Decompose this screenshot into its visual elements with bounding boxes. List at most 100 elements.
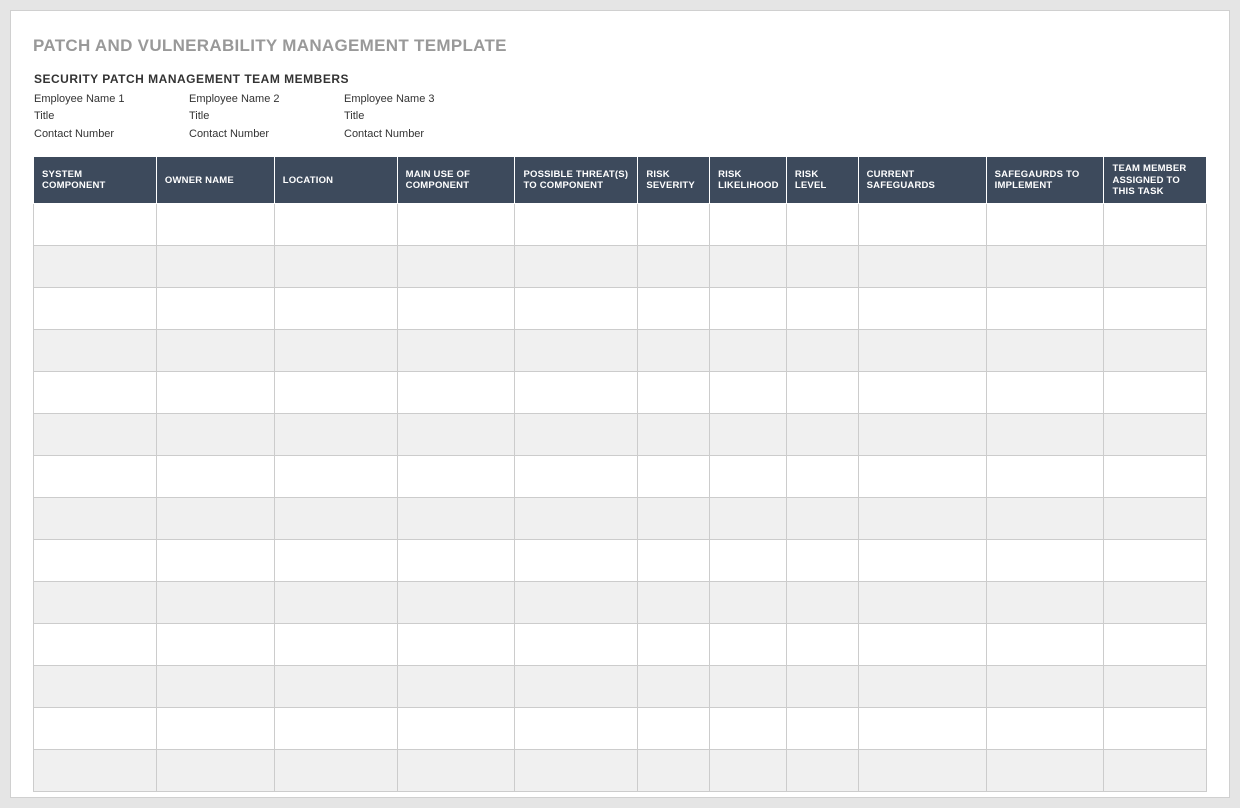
table-cell[interactable]	[274, 456, 397, 498]
table-cell[interactable]	[515, 666, 638, 708]
table-cell[interactable]	[710, 330, 787, 372]
table-cell[interactable]	[274, 372, 397, 414]
table-cell[interactable]	[397, 330, 515, 372]
table-cell[interactable]	[156, 456, 274, 498]
table-cell[interactable]	[515, 750, 638, 792]
table-cell[interactable]	[858, 498, 986, 540]
table-cell[interactable]	[638, 288, 710, 330]
table-cell[interactable]	[274, 666, 397, 708]
table-cell[interactable]	[156, 204, 274, 246]
table-cell[interactable]	[156, 288, 274, 330]
table-cell[interactable]	[397, 246, 515, 288]
table-cell[interactable]	[274, 750, 397, 792]
table-cell[interactable]	[638, 414, 710, 456]
table-cell[interactable]	[638, 372, 710, 414]
table-cell[interactable]	[986, 624, 1104, 666]
table-cell[interactable]	[638, 330, 710, 372]
table-cell[interactable]	[786, 498, 858, 540]
table-cell[interactable]	[34, 288, 157, 330]
table-cell[interactable]	[34, 414, 157, 456]
table-cell[interactable]	[638, 246, 710, 288]
table-cell[interactable]	[156, 246, 274, 288]
table-cell[interactable]	[274, 330, 397, 372]
table-cell[interactable]	[34, 582, 157, 624]
table-cell[interactable]	[786, 288, 858, 330]
table-cell[interactable]	[710, 288, 787, 330]
table-cell[interactable]	[274, 288, 397, 330]
table-cell[interactable]	[858, 582, 986, 624]
table-cell[interactable]	[710, 666, 787, 708]
table-cell[interactable]	[397, 414, 515, 456]
table-cell[interactable]	[274, 540, 397, 582]
table-cell[interactable]	[274, 624, 397, 666]
table-cell[interactable]	[786, 414, 858, 456]
table-cell[interactable]	[986, 246, 1104, 288]
table-cell[interactable]	[1104, 708, 1207, 750]
table-cell[interactable]	[34, 372, 157, 414]
table-cell[interactable]	[858, 288, 986, 330]
table-cell[interactable]	[156, 498, 274, 540]
table-cell[interactable]	[786, 666, 858, 708]
table-cell[interactable]	[1104, 330, 1207, 372]
table-cell[interactable]	[34, 498, 157, 540]
table-cell[interactable]	[858, 456, 986, 498]
table-cell[interactable]	[1104, 582, 1207, 624]
table-cell[interactable]	[858, 540, 986, 582]
table-cell[interactable]	[986, 372, 1104, 414]
table-cell[interactable]	[397, 498, 515, 540]
table-cell[interactable]	[858, 624, 986, 666]
table-cell[interactable]	[710, 708, 787, 750]
table-cell[interactable]	[156, 540, 274, 582]
table-cell[interactable]	[1104, 498, 1207, 540]
table-cell[interactable]	[858, 414, 986, 456]
table-cell[interactable]	[786, 456, 858, 498]
table-cell[interactable]	[397, 288, 515, 330]
table-cell[interactable]	[1104, 750, 1207, 792]
table-cell[interactable]	[786, 540, 858, 582]
table-cell[interactable]	[274, 414, 397, 456]
table-cell[interactable]	[710, 414, 787, 456]
table-cell[interactable]	[515, 498, 638, 540]
table-cell[interactable]	[710, 750, 787, 792]
table-cell[interactable]	[515, 540, 638, 582]
table-cell[interactable]	[34, 204, 157, 246]
table-cell[interactable]	[858, 246, 986, 288]
table-cell[interactable]	[397, 666, 515, 708]
table-cell[interactable]	[397, 456, 515, 498]
table-cell[interactable]	[786, 372, 858, 414]
table-cell[interactable]	[397, 582, 515, 624]
table-cell[interactable]	[986, 708, 1104, 750]
table-cell[interactable]	[274, 204, 397, 246]
table-cell[interactable]	[1104, 372, 1207, 414]
table-cell[interactable]	[786, 582, 858, 624]
table-cell[interactable]	[515, 414, 638, 456]
table-cell[interactable]	[986, 204, 1104, 246]
table-cell[interactable]	[710, 498, 787, 540]
table-cell[interactable]	[710, 456, 787, 498]
table-cell[interactable]	[34, 708, 157, 750]
table-cell[interactable]	[156, 624, 274, 666]
table-cell[interactable]	[274, 708, 397, 750]
table-cell[interactable]	[34, 666, 157, 708]
table-cell[interactable]	[1104, 540, 1207, 582]
table-cell[interactable]	[156, 666, 274, 708]
table-cell[interactable]	[638, 456, 710, 498]
table-cell[interactable]	[638, 498, 710, 540]
table-cell[interactable]	[156, 372, 274, 414]
table-cell[interactable]	[710, 204, 787, 246]
table-cell[interactable]	[515, 372, 638, 414]
table-cell[interactable]	[397, 624, 515, 666]
table-cell[interactable]	[858, 372, 986, 414]
table-cell[interactable]	[397, 372, 515, 414]
table-cell[interactable]	[1104, 246, 1207, 288]
table-cell[interactable]	[156, 708, 274, 750]
table-cell[interactable]	[786, 330, 858, 372]
table-cell[interactable]	[34, 330, 157, 372]
table-cell[interactable]	[515, 708, 638, 750]
table-cell[interactable]	[156, 330, 274, 372]
table-cell[interactable]	[34, 540, 157, 582]
table-cell[interactable]	[1104, 288, 1207, 330]
table-cell[interactable]	[397, 204, 515, 246]
table-cell[interactable]	[397, 540, 515, 582]
table-cell[interactable]	[638, 582, 710, 624]
